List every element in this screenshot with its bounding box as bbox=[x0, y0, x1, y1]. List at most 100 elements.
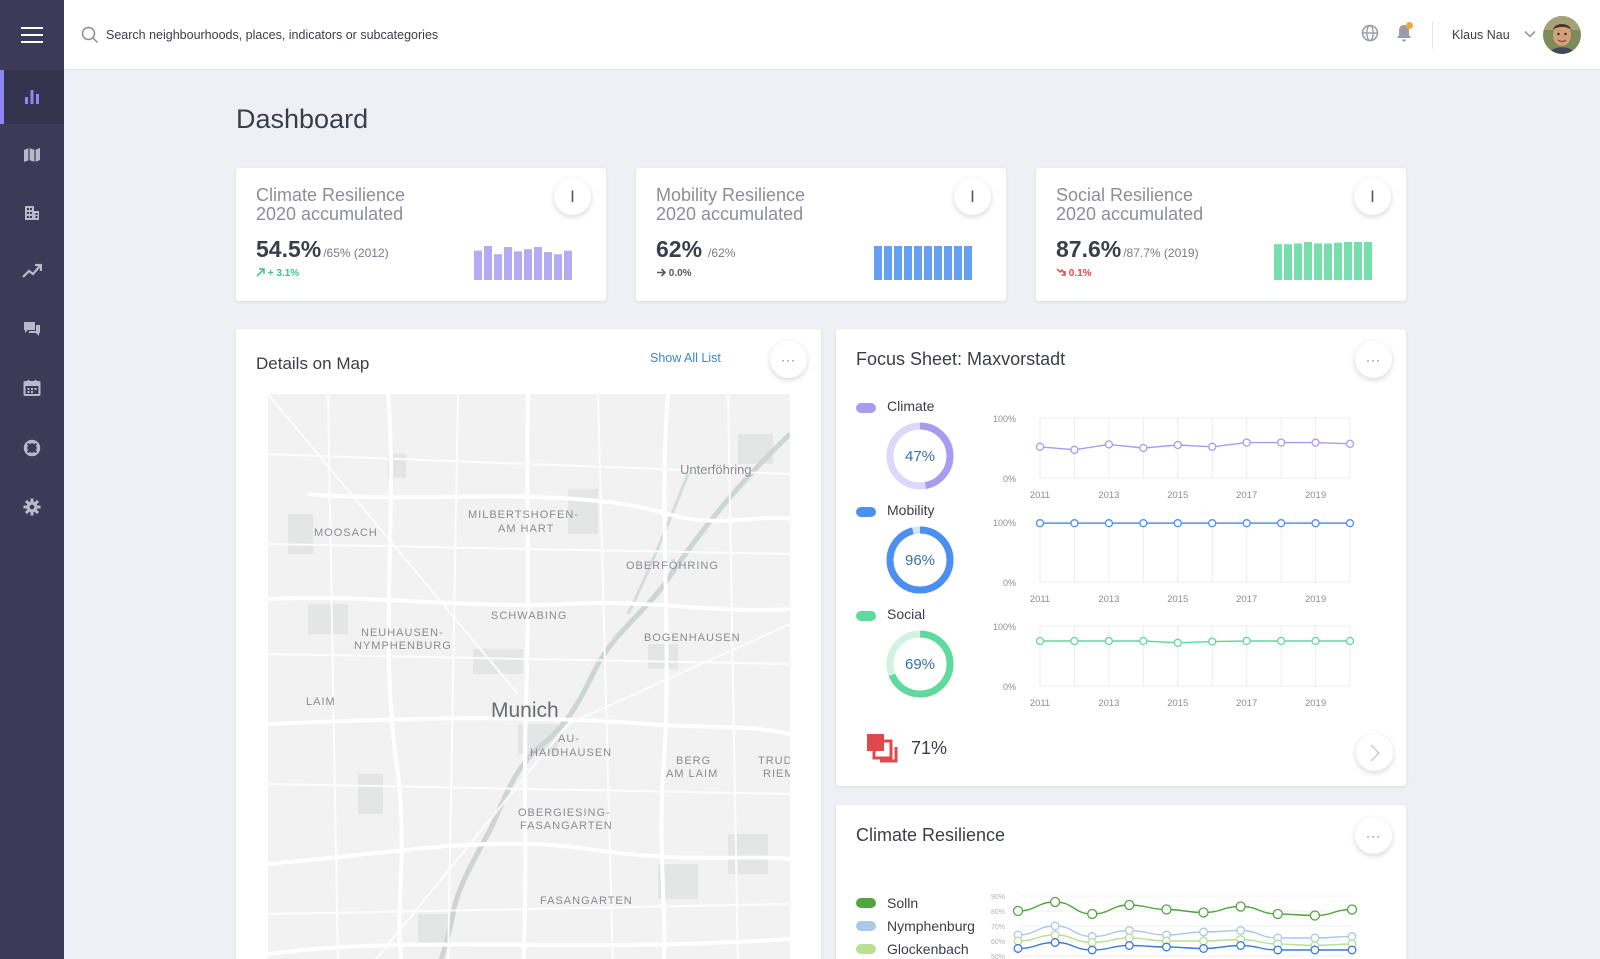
kpi-bar bbox=[924, 246, 932, 280]
data-point[interactable] bbox=[1208, 637, 1217, 646]
data-point[interactable] bbox=[1012, 905, 1024, 917]
legend-item[interactable]: Solln bbox=[856, 895, 975, 918]
data-point[interactable] bbox=[1208, 442, 1217, 451]
data-point[interactable] bbox=[1161, 942, 1171, 952]
sidebar-item-calendar[interactable] bbox=[0, 361, 64, 415]
data-point[interactable] bbox=[1235, 901, 1246, 912]
data-point[interactable] bbox=[1139, 519, 1148, 528]
data-point[interactable] bbox=[1013, 944, 1023, 953]
data-point[interactable] bbox=[1087, 938, 1097, 947]
next-button[interactable] bbox=[1356, 734, 1393, 771]
data-point[interactable] bbox=[1013, 936, 1023, 946]
data-point[interactable] bbox=[1309, 910, 1321, 921]
x-tick-label: 2017 bbox=[1236, 490, 1257, 501]
data-point[interactable] bbox=[1124, 941, 1134, 950]
data-point[interactable] bbox=[1087, 945, 1097, 955]
sidebar-item-settings[interactable] bbox=[0, 480, 64, 534]
data-point[interactable] bbox=[1199, 944, 1209, 953]
data-point[interactable] bbox=[1199, 936, 1209, 946]
legend-item[interactable]: Glockenbach bbox=[856, 941, 975, 959]
data-point[interactable] bbox=[1050, 930, 1060, 940]
data-point[interactable] bbox=[1208, 519, 1217, 528]
data-point[interactable] bbox=[1273, 945, 1283, 955]
data-point[interactable] bbox=[1035, 442, 1045, 451]
data-point[interactable] bbox=[1104, 440, 1114, 449]
data-point[interactable] bbox=[1199, 927, 1209, 937]
more-button[interactable]: ··· bbox=[1355, 817, 1392, 854]
data-point[interactable] bbox=[1124, 933, 1134, 943]
kpi-bar bbox=[954, 246, 962, 280]
data-point[interactable] bbox=[1242, 519, 1251, 528]
data-point[interactable] bbox=[1035, 519, 1045, 528]
chevron-down-icon[interactable] bbox=[1524, 30, 1536, 38]
avatar[interactable] bbox=[1543, 16, 1581, 54]
data-point[interactable] bbox=[1236, 926, 1246, 935]
info-button[interactable]: I bbox=[1354, 178, 1391, 215]
map-label: AU- bbox=[558, 733, 580, 745]
data-point[interactable] bbox=[1139, 636, 1148, 646]
data-point[interactable] bbox=[1087, 908, 1098, 920]
more-button[interactable]: ··· bbox=[1355, 341, 1392, 378]
data-point[interactable] bbox=[1035, 636, 1045, 646]
data-point[interactable] bbox=[1242, 636, 1251, 646]
info-button[interactable]: I bbox=[954, 178, 991, 215]
user-name[interactable]: Klaus Nau bbox=[1452, 28, 1510, 42]
data-point[interactable] bbox=[1346, 904, 1358, 915]
data-point[interactable] bbox=[1198, 907, 1209, 918]
sidebar-item-buildings[interactable] bbox=[0, 186, 64, 240]
data-point[interactable] bbox=[1050, 921, 1060, 931]
data-point[interactable] bbox=[1311, 519, 1320, 528]
data-point[interactable] bbox=[1070, 519, 1079, 528]
data-point[interactable] bbox=[1104, 636, 1114, 646]
globe-icon[interactable] bbox=[1361, 24, 1379, 42]
data-point[interactable] bbox=[1070, 445, 1079, 454]
data-point[interactable] bbox=[1161, 904, 1172, 915]
kpi-title: Social Resilience 2020 accumulated bbox=[1056, 185, 1204, 224]
data-point[interactable] bbox=[1070, 636, 1079, 646]
legend-item[interactable]: Nymphenburg bbox=[856, 918, 975, 941]
data-point[interactable] bbox=[1236, 941, 1246, 950]
data-point[interactable] bbox=[1347, 945, 1357, 955]
donut-value: 96% bbox=[905, 552, 935, 569]
data-point[interactable] bbox=[1311, 636, 1320, 646]
kpi-delta: 0.1% bbox=[1056, 268, 1092, 279]
data-point[interactable] bbox=[1104, 519, 1114, 528]
show-all-list-link[interactable]: Show All List bbox=[650, 351, 721, 365]
more-button[interactable]: ··· bbox=[770, 341, 807, 378]
data-point[interactable] bbox=[1242, 438, 1251, 447]
focus-label: Mobility bbox=[887, 502, 935, 518]
data-point[interactable] bbox=[1173, 638, 1182, 647]
data-point[interactable] bbox=[1310, 945, 1320, 955]
x-tick-label: 2019 bbox=[1305, 698, 1326, 709]
data-point[interactable] bbox=[1173, 519, 1182, 528]
data-point[interactable] bbox=[1345, 439, 1355, 448]
map[interactable]: Unterföhring MILBERTSHOFEN- AM HART MOOS… bbox=[268, 394, 790, 959]
sidebar-item-trends[interactable] bbox=[0, 244, 64, 298]
data-point[interactable] bbox=[1124, 899, 1135, 911]
sidebar-item-messages[interactable] bbox=[0, 302, 64, 356]
map-card-title: Details on Map bbox=[256, 354, 370, 373]
data-point[interactable] bbox=[1124, 926, 1134, 935]
search-input[interactable] bbox=[106, 22, 806, 48]
sidebar-item-dashboard[interactable] bbox=[0, 70, 64, 124]
data-point[interactable] bbox=[1276, 438, 1286, 447]
data-point[interactable] bbox=[1139, 443, 1148, 453]
info-button[interactable]: I bbox=[554, 178, 591, 215]
data-point[interactable] bbox=[1347, 932, 1357, 941]
sidebar-item-map[interactable] bbox=[0, 128, 64, 182]
data-point[interactable] bbox=[1311, 438, 1320, 447]
data-point[interactable] bbox=[1310, 933, 1320, 943]
data-point[interactable] bbox=[1050, 938, 1060, 947]
data-point[interactable] bbox=[1049, 896, 1061, 908]
data-point[interactable] bbox=[1345, 636, 1355, 646]
sidebar-item-support[interactable] bbox=[0, 421, 64, 475]
menu-button[interactable] bbox=[0, 0, 64, 70]
data-point[interactable] bbox=[1272, 908, 1283, 920]
data-point[interactable] bbox=[1276, 519, 1286, 528]
y-tick-label: 90% bbox=[991, 894, 1005, 901]
data-point[interactable] bbox=[1345, 519, 1355, 528]
climate-resilience-card: Climate Resilience ··· Solln Nymphenburg… bbox=[836, 805, 1406, 959]
data-point[interactable] bbox=[1173, 440, 1182, 450]
data-point[interactable] bbox=[1276, 636, 1286, 646]
kpi-bar-chart bbox=[874, 246, 972, 280]
